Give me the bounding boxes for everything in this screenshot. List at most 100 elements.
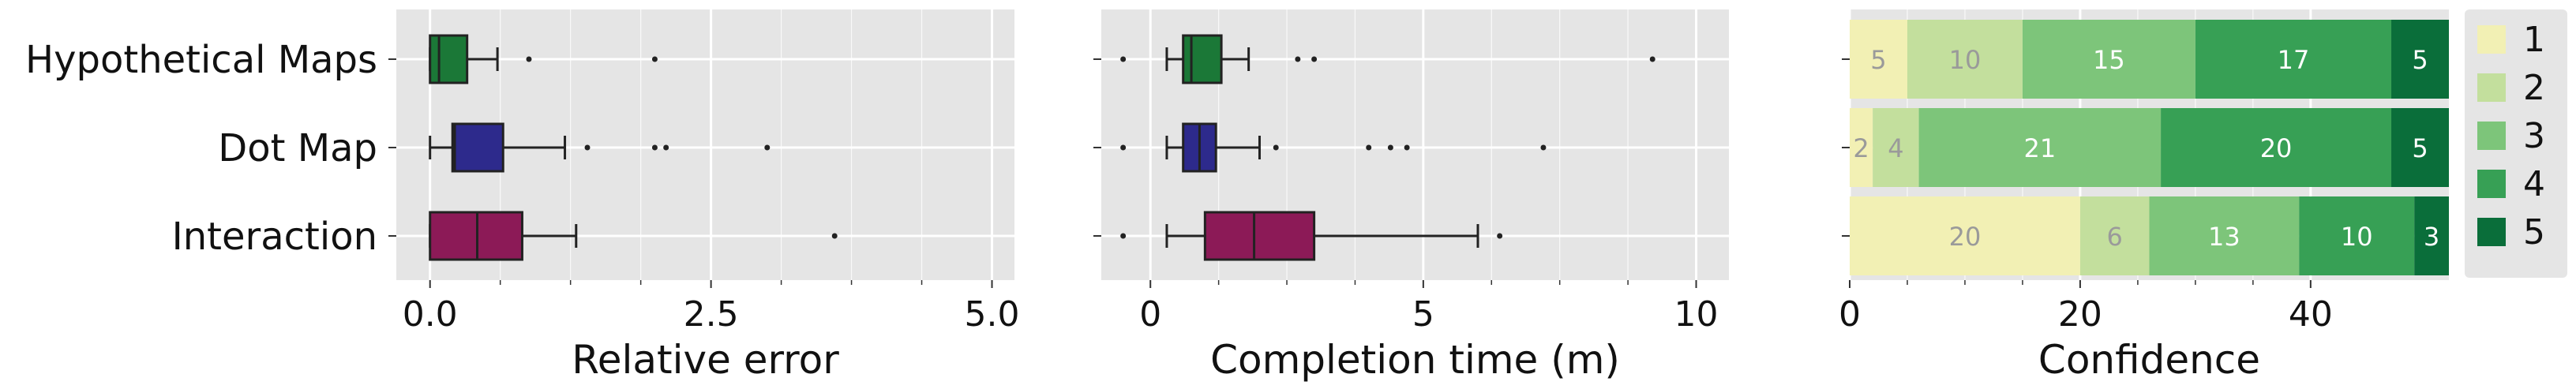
outlier-point — [1649, 56, 1655, 62]
outlier-point — [651, 56, 658, 62]
segment-label-level-5: 5 — [2412, 45, 2428, 75]
segment-label-level-1: 5 — [1870, 45, 1886, 75]
confidence-tick-label-20: 20 — [2058, 294, 2102, 335]
outlier-point — [663, 144, 669, 151]
segment-level-1 — [1850, 20, 1907, 99]
completion-time-axis-title: Completion time (m) — [1210, 337, 1620, 383]
relative-error-tick-label-2-5: 2.5 — [684, 294, 739, 335]
confidence-ticks: 0 20 40 — [1839, 58, 2333, 335]
confidence-bars: 5 10 15 17 5 2 4 21 20 5 20 6 13 10 3 — [1850, 20, 2449, 275]
outlier-point — [1120, 56, 1127, 62]
segment-label-level-2: 10 — [1949, 45, 1982, 75]
outlier-point — [831, 233, 838, 239]
segment-label-level-5: 5 — [2412, 133, 2428, 163]
legend-label-level-1: 1 — [2523, 20, 2545, 60]
legend-swatch-level-1 — [2477, 25, 2506, 54]
outlier-point — [764, 144, 771, 151]
outlier-point — [651, 144, 658, 151]
segment-level-5 — [2391, 108, 2449, 187]
confidence-bar-interaction: 20 6 13 10 3 — [1850, 196, 2449, 275]
segment-level-2 — [1907, 20, 2023, 99]
legend-label-level-2: 2 — [2523, 68, 2545, 108]
segment-label-level-2: 4 — [1888, 133, 1903, 163]
segment-label-level-2: 6 — [2107, 222, 2123, 252]
outlier-point — [1366, 144, 1372, 151]
confidence-tick-label-0: 0 — [1839, 294, 1861, 335]
legend-items: 1 2 3 4 5 — [2477, 20, 2545, 252]
segment-level-3 — [2149, 196, 2300, 275]
completion-time-box-hypothetical-maps — [1120, 34, 1655, 84]
segment-level-1 — [1850, 108, 1873, 187]
legend-label-level-4: 4 — [2523, 164, 2545, 204]
outlier-point — [1273, 144, 1279, 151]
segment-label-level-1: 20 — [1949, 222, 1982, 252]
relative-error-box-dot-map — [429, 122, 771, 173]
legend-swatch-level-5 — [2477, 218, 2506, 246]
segment-label-level-3: 15 — [2093, 45, 2125, 75]
completion-time-boxes — [1120, 34, 1655, 261]
outlier-point — [1120, 233, 1127, 239]
iqr-box — [1203, 211, 1316, 261]
outlier-point — [1497, 233, 1503, 239]
relative-error-box-interaction — [429, 211, 838, 261]
segment-label-level-4: 10 — [2341, 222, 2373, 252]
relative-error-axis-title: Relative error — [572, 337, 839, 383]
segment-label-level-4: 17 — [2278, 45, 2310, 75]
relative-error-panel: 0.0 2.5 5.0 Hypothetical Maps Dot Map Inte… — [25, 9, 1020, 383]
completion-time-panel: 0 5 10 Completion time (m) — [1093, 9, 1729, 383]
legend-swatch-level-2 — [2477, 73, 2506, 102]
relative-error-category-labels: Hypothetical Maps Dot Map Interaction — [25, 38, 377, 259]
completion-time-box-interaction — [1120, 211, 1503, 261]
relative-error-tick-label-5-0: 5.0 — [965, 294, 1020, 335]
segment-level-5 — [2391, 20, 2449, 99]
outlier-point — [1295, 56, 1301, 62]
segment-level-3 — [2022, 20, 2195, 99]
confidence-bar-dot-map: 2 4 21 20 5 — [1850, 108, 2449, 187]
iqr-box — [451, 122, 504, 173]
iqr-box — [429, 34, 469, 84]
relative-error-tick-label-0-0: 0.0 — [403, 294, 458, 335]
relative-error-box-hypothetical-maps — [429, 34, 658, 84]
completion-time-tick-label-5: 5 — [1412, 294, 1434, 335]
category-label-dot-map: Dot Map — [218, 126, 377, 170]
legend-label-level-5: 5 — [2523, 212, 2545, 252]
segment-level-4 — [2161, 108, 2392, 187]
segment-level-3 — [1918, 108, 2162, 187]
segment-level-2 — [1873, 108, 1919, 187]
confidence-legend: 1 2 3 4 5 — [2465, 9, 2567, 278]
segment-level-5 — [2414, 196, 2449, 275]
completion-time-tick-label-0: 0 — [1139, 294, 1161, 335]
legend-swatch-level-4 — [2477, 170, 2506, 198]
completion-time-tick-label-10: 10 — [1674, 294, 1719, 335]
segment-label-level-5: 3 — [2424, 222, 2439, 252]
segment-label-level-3: 13 — [2208, 222, 2240, 252]
confidence-tick-label-40: 40 — [2289, 294, 2333, 335]
segment-label-level-4: 20 — [2260, 133, 2293, 163]
relative-error-boxes — [429, 34, 838, 261]
segment-level-4 — [2195, 20, 2392, 99]
confidence-panel: 5 10 15 17 5 2 4 21 20 5 20 6 13 10 3 0 20 40 Confidence — [1839, 9, 2449, 383]
confidence-bar-hypothetical-maps: 5 10 15 17 5 — [1850, 20, 2449, 99]
completion-time-box-dot-map — [1120, 122, 1547, 173]
outlier-point — [1311, 56, 1318, 62]
outlier-point — [1387, 144, 1393, 151]
legend-label-level-3: 3 — [2523, 116, 2545, 156]
relative-error-ticks: 0.0 2.5 5.0 — [388, 58, 1020, 335]
segment-label-level-3: 21 — [2023, 133, 2056, 163]
outlier-point — [584, 144, 591, 151]
segment-level-4 — [2299, 196, 2415, 275]
segment-label-level-1: 2 — [1853, 133, 1869, 163]
iqr-box — [1182, 34, 1223, 84]
confidence-axis-title: Confidence — [2038, 337, 2260, 383]
outlier-point — [1120, 144, 1127, 151]
outlier-point — [526, 56, 532, 62]
outlier-point — [1540, 144, 1547, 151]
segment-level-1 — [1850, 196, 2080, 275]
segment-level-2 — [2079, 196, 2150, 275]
category-label-interaction: Interaction — [172, 215, 377, 259]
legend-swatch-level-3 — [2477, 122, 2506, 150]
completion-time-ticks: 0 5 10 — [1093, 58, 1719, 335]
category-label-hypothetical-maps: Hypothetical Maps — [25, 38, 377, 82]
outlier-point — [1404, 144, 1410, 151]
